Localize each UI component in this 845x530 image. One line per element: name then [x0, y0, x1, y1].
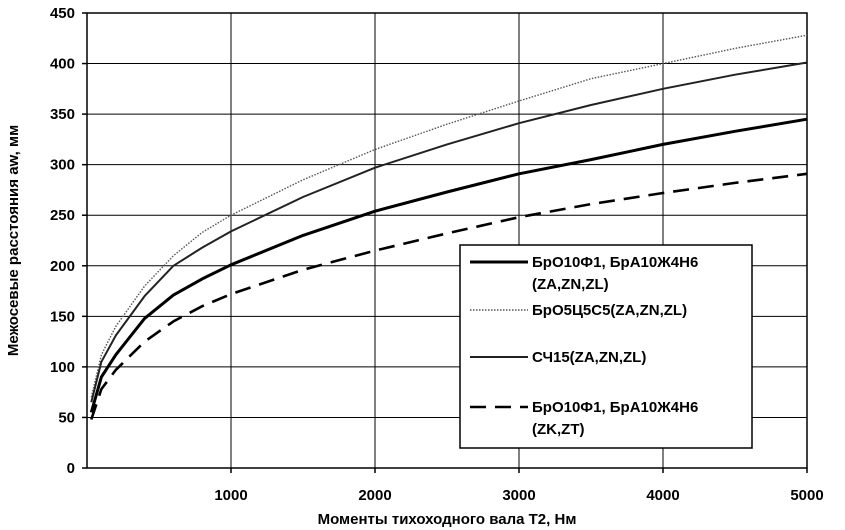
series-layer [89, 34, 808, 420]
y-tick-label: 0 [67, 460, 75, 477]
legend-label-1: (ZA,ZN,ZL) [532, 276, 609, 293]
x-axis: 1000 2000 3000 4000 5000 [214, 468, 824, 504]
y-tick-label: 300 [50, 157, 75, 174]
series-line-1 [89, 117, 808, 413]
y-tick-label: 50 [58, 409, 75, 426]
y-tick-label: 450 [50, 5, 75, 22]
y-axis-title: Межосевые расстояния aw, мм [5, 125, 22, 356]
series-line-3 [90, 61, 808, 403]
x-axis-title: Моменты тихоходного вала T2, Нм [318, 511, 577, 528]
y-axis: 0 50 100 150 200 250 300 350 400 450 [50, 5, 87, 477]
plot-area [86, 12, 808, 469]
legend-label-4: БрО10Ф1, БрА10Ж4Н6 [532, 399, 698, 416]
y-tick-label: 150 [50, 308, 75, 325]
legend-label-4: (ZK,ZT) [532, 421, 584, 438]
x-tick-label: 3000 [502, 487, 535, 504]
legend-label-2: БрО5Ц5С5(ZA,ZN,ZL) [532, 302, 687, 319]
y-tick-label: 400 [50, 56, 75, 73]
y-tick-label: 200 [50, 258, 75, 275]
x-tick-label: 4000 [646, 487, 679, 504]
legend-label-3: СЧ15(ZA,ZN,ZL) [532, 349, 646, 366]
x-tick-label: 2000 [358, 487, 391, 504]
series-line-4 [90, 172, 808, 420]
legend: БрО10Ф1, БрА10Ж4Н6 (ZA,ZN,ZL) БрО5Ц5С5(ZA,… [459, 244, 753, 449]
y-tick-label: 250 [50, 207, 75, 224]
series-line-2 [90, 34, 808, 398]
y-tick-label: 100 [50, 359, 75, 376]
y-tick-label: 350 [50, 106, 75, 123]
x-tick-label: 5000 [790, 487, 823, 504]
legend-box [459, 244, 753, 449]
x-tick-label: 1000 [214, 487, 247, 504]
legend-label-1: БрО10Ф1, БрА10Ж4Н6 [532, 254, 698, 271]
